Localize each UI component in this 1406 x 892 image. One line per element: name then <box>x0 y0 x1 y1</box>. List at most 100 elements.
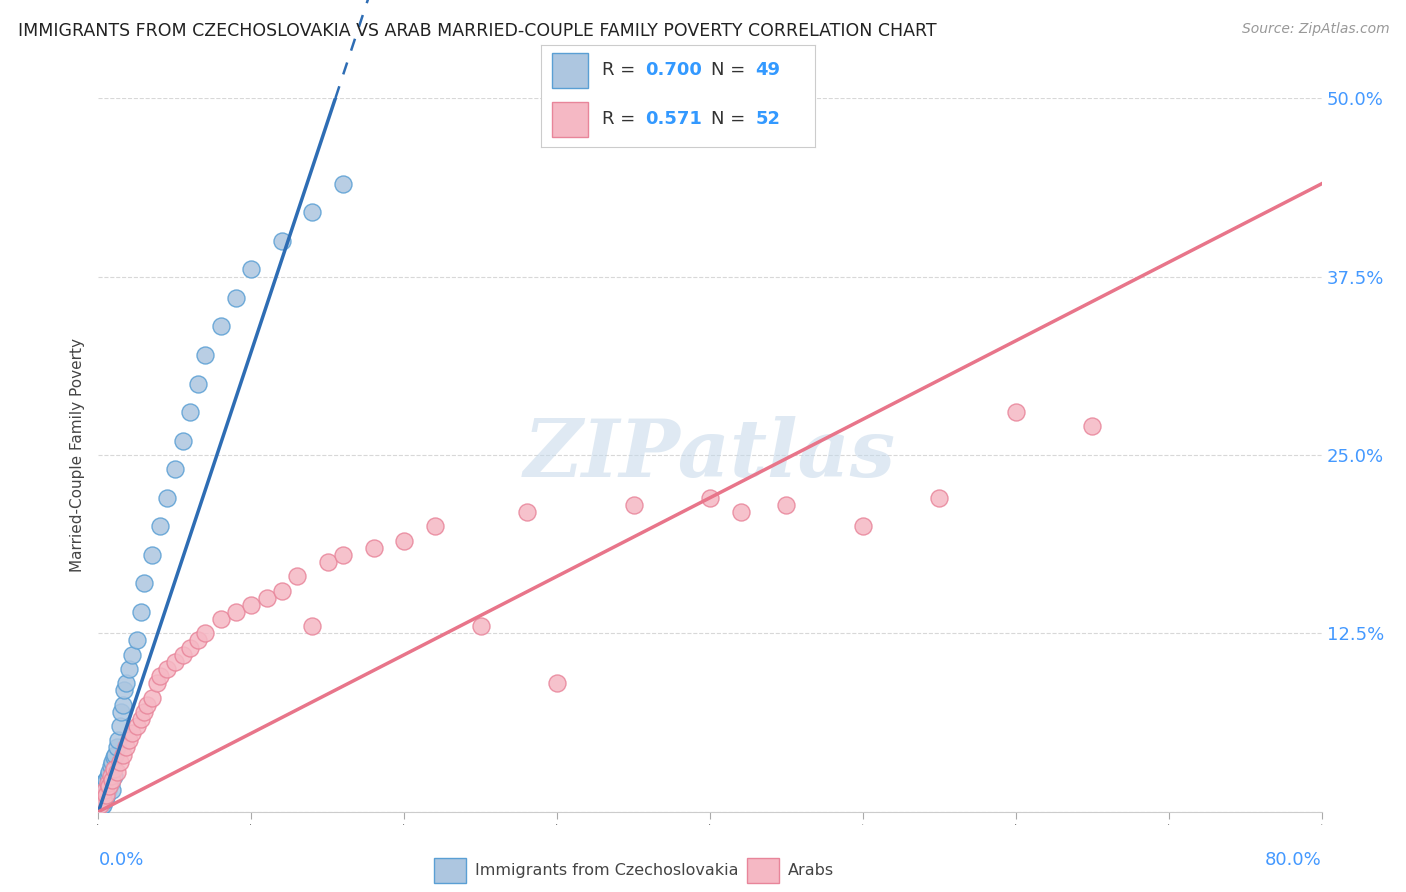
Point <box>623 498 645 512</box>
Text: R =: R = <box>602 111 647 128</box>
Point <box>101 783 124 797</box>
Point <box>90 793 112 807</box>
Text: 80.0%: 80.0% <box>1265 851 1322 869</box>
Point <box>98 779 121 793</box>
Point <box>107 733 129 747</box>
Point <box>149 669 172 683</box>
Point <box>285 569 308 583</box>
Point <box>91 797 114 812</box>
Point <box>209 612 232 626</box>
Point <box>240 598 263 612</box>
Point <box>423 519 446 533</box>
FancyBboxPatch shape <box>747 858 779 883</box>
Point <box>91 788 114 802</box>
Point <box>149 519 172 533</box>
Y-axis label: Married-Couple Family Poverty: Married-Couple Family Poverty <box>70 338 86 572</box>
Point <box>108 719 131 733</box>
Point <box>179 640 201 655</box>
Point <box>103 750 125 764</box>
Text: Immigrants from Czechoslovakia: Immigrants from Czechoslovakia <box>475 863 738 878</box>
Point <box>332 177 354 191</box>
Point <box>363 541 385 555</box>
Text: 49: 49 <box>755 62 780 79</box>
Point <box>93 783 115 797</box>
Point <box>98 779 121 793</box>
Point <box>89 797 111 812</box>
Point <box>301 205 323 219</box>
Point <box>118 662 141 676</box>
Point <box>125 633 148 648</box>
Point <box>100 769 122 783</box>
Point <box>699 491 721 505</box>
Point <box>172 434 194 448</box>
Text: 0.571: 0.571 <box>645 111 703 128</box>
Point <box>187 633 209 648</box>
Point <box>97 776 120 790</box>
Point <box>134 576 156 591</box>
Point <box>93 793 115 807</box>
Point <box>145 676 167 690</box>
Point <box>90 800 112 814</box>
Point <box>101 773 124 788</box>
Point <box>103 769 125 783</box>
Point <box>392 533 416 548</box>
Text: ZIPatlas: ZIPatlas <box>524 417 896 493</box>
Point <box>852 519 875 533</box>
Point <box>730 505 752 519</box>
Point <box>1004 405 1026 419</box>
Point <box>256 591 278 605</box>
Point <box>108 755 131 769</box>
Point <box>93 779 115 793</box>
Point <box>163 655 186 669</box>
Point <box>194 626 217 640</box>
FancyBboxPatch shape <box>553 102 588 137</box>
Point <box>89 797 111 812</box>
Point <box>112 683 135 698</box>
Point <box>111 698 134 712</box>
Point <box>187 376 209 391</box>
FancyBboxPatch shape <box>553 53 588 87</box>
Point <box>470 619 492 633</box>
Point <box>101 755 124 769</box>
Text: IMMIGRANTS FROM CZECHOSLOVAKIA VS ARAB MARRIED-COUPLE FAMILY POVERTY CORRELATION: IMMIGRANTS FROM CZECHOSLOVAKIA VS ARAB M… <box>18 22 936 40</box>
Point <box>94 773 117 788</box>
Point <box>97 783 120 797</box>
Point <box>90 783 112 797</box>
Point <box>97 769 120 783</box>
Point <box>1081 419 1104 434</box>
FancyBboxPatch shape <box>433 858 467 883</box>
Point <box>100 759 122 773</box>
Point <box>209 319 232 334</box>
Point <box>163 462 186 476</box>
Point <box>928 491 950 505</box>
Text: R =: R = <box>602 62 641 79</box>
Point <box>316 555 339 569</box>
Point <box>105 764 128 779</box>
Point <box>94 788 117 802</box>
Point <box>118 733 141 747</box>
Point <box>270 234 292 248</box>
Point <box>516 505 538 519</box>
Point <box>115 676 138 690</box>
Point <box>115 740 138 755</box>
Point <box>179 405 201 419</box>
Point <box>141 690 163 705</box>
Point <box>121 726 143 740</box>
Text: 0.0%: 0.0% <box>98 851 143 869</box>
Point <box>172 648 194 662</box>
Point <box>129 712 152 726</box>
Point <box>94 790 117 805</box>
Point <box>103 762 125 776</box>
Point <box>270 583 292 598</box>
Point <box>136 698 159 712</box>
Point <box>546 676 568 690</box>
Point <box>225 291 247 305</box>
Point <box>156 491 179 505</box>
Point <box>775 498 797 512</box>
Point <box>104 747 127 762</box>
Point <box>91 793 114 807</box>
Point <box>89 790 111 805</box>
Point <box>110 705 132 719</box>
Text: Arabs: Arabs <box>787 863 834 878</box>
Point <box>111 747 134 762</box>
